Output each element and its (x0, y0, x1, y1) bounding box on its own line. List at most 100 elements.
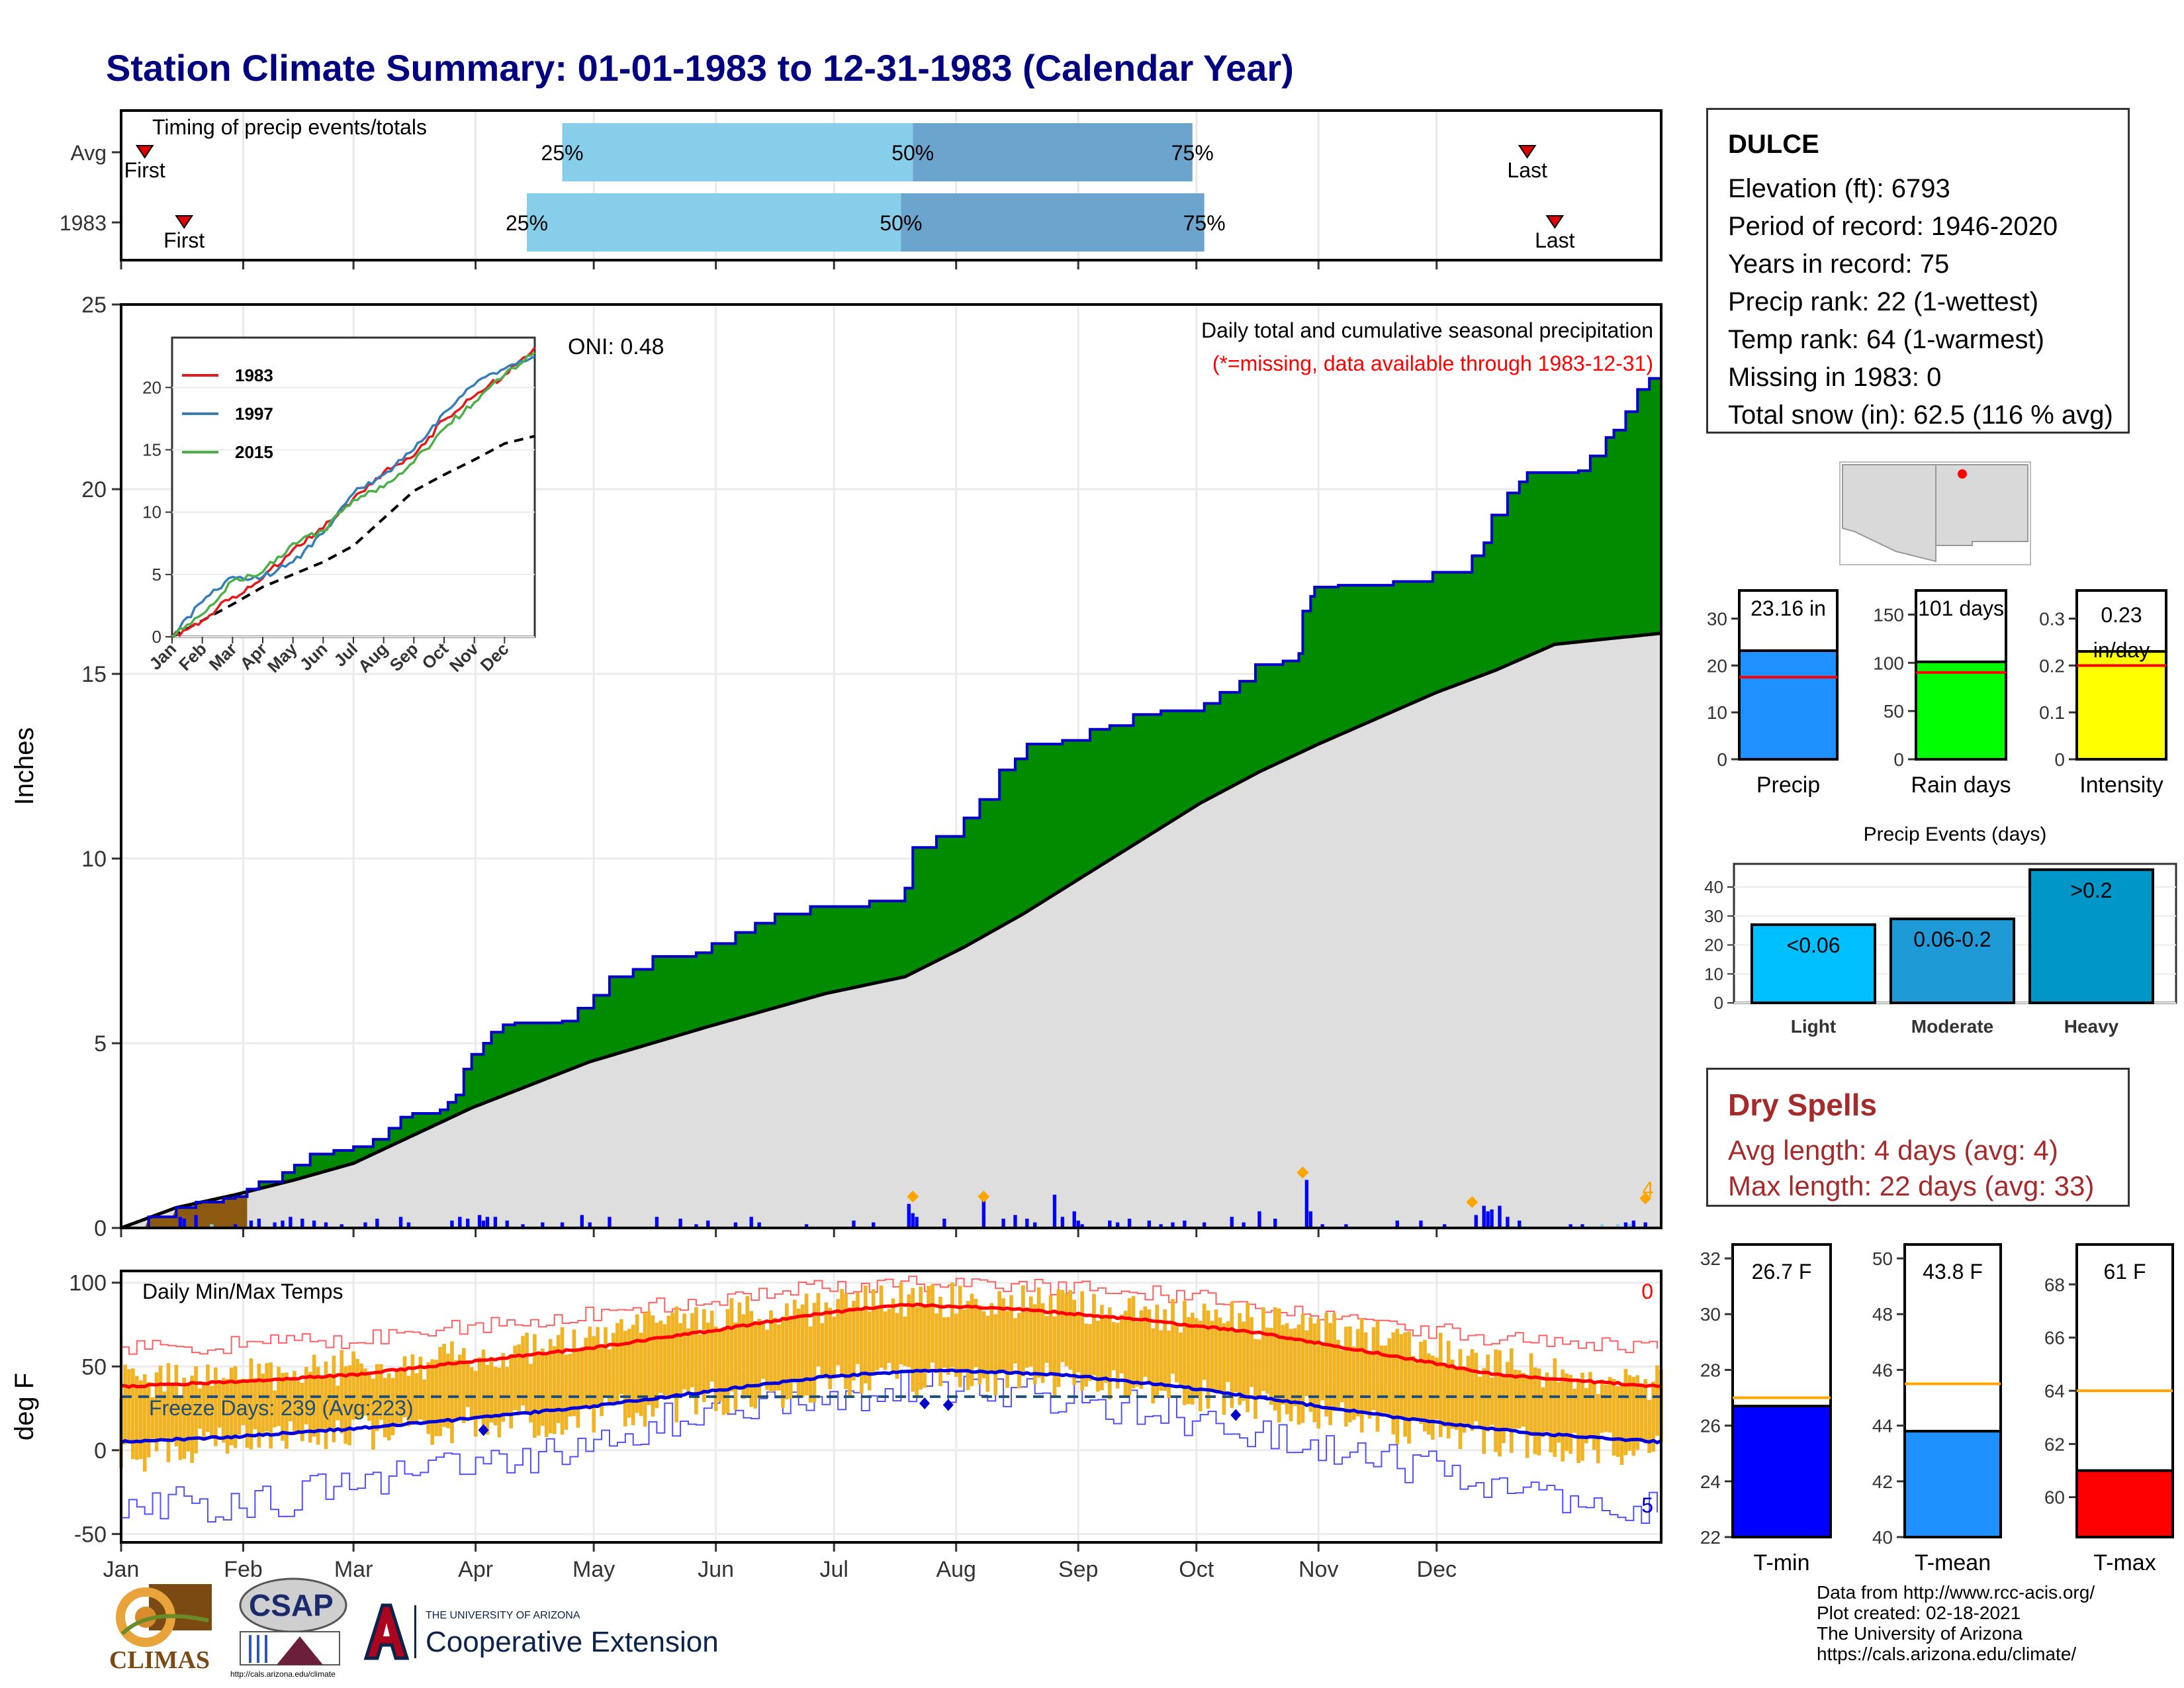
daily-temp-bar (1446, 1340, 1451, 1439)
daily-temp-bar (138, 1380, 143, 1460)
daily-temp-bar (1580, 1372, 1584, 1461)
daily-temp-bar (426, 1362, 431, 1434)
avg-precip-area (121, 633, 1661, 1228)
daily-temp-bar (1332, 1313, 1336, 1411)
daily-temp-bar (1328, 1323, 1332, 1425)
dry-spells-box: Dry Spells Avg length: 4 days (avg: 4) M… (1706, 1068, 2130, 1207)
daily-temp-bar (379, 1364, 383, 1420)
daily-temp-bar (473, 1370, 478, 1437)
daily-temp-bar (588, 1327, 592, 1407)
daily-temp-bar (1359, 1318, 1364, 1432)
daily-temp-bar (537, 1353, 541, 1436)
daily-temp-bar (158, 1365, 163, 1438)
daily-temp-bar (836, 1299, 840, 1366)
daily-temp-bar (206, 1364, 210, 1432)
daily-temp-bar (954, 1313, 958, 1377)
daily-temp-bar (950, 1282, 954, 1368)
daily-precip-bar (1320, 1224, 1324, 1228)
temp-summary-name: T-max (2093, 1550, 2156, 1575)
daily-temp-bar (978, 1305, 982, 1385)
daily-precip-bar (273, 1222, 277, 1228)
daily-temp-bar (899, 1282, 903, 1365)
precip-y-tick-label: 25 (81, 293, 107, 318)
daily-temp-bar (1080, 1291, 1084, 1391)
daily-temp-bar (1387, 1338, 1392, 1415)
daily-temp-bar (1351, 1346, 1356, 1420)
daily-precip-bar (706, 1220, 710, 1228)
daily-temp-bar (647, 1311, 651, 1405)
temp-summary-value-label: 26.7 F (1752, 1260, 1812, 1284)
temp-summary-value-label: 43.8 F (1923, 1260, 1983, 1284)
daily-temp-bar (418, 1356, 423, 1420)
daily-temp-bar (1549, 1380, 1553, 1453)
daily-temp-bar (1615, 1386, 1620, 1457)
daily-temp-bar (1293, 1328, 1297, 1407)
summary-y-tick-label: 0.1 (2039, 702, 2065, 723)
ua-logo-divider (414, 1605, 416, 1658)
daily-temp-bar (816, 1293, 821, 1367)
temps-x-tick-label: Mar (334, 1557, 373, 1582)
daily-temp-bar (741, 1314, 746, 1399)
daily-temp-bar (725, 1309, 730, 1414)
daily-temp-bar (844, 1293, 848, 1389)
daily-temp-bar (777, 1324, 781, 1391)
inset-legend-label: 1983 (235, 365, 273, 385)
record-max-line (121, 1276, 1659, 1355)
daily-precip-bar (1060, 1217, 1065, 1228)
daily-temp-bar (249, 1358, 253, 1450)
daily-temp-bar (596, 1327, 600, 1407)
timing-last-label: Last (1507, 158, 1547, 182)
daily-precip-bar (289, 1217, 293, 1228)
summary-y-tick-label: 0.3 (2039, 609, 2065, 630)
daily-temp-bar (1032, 1304, 1037, 1385)
events-category-label: Heavy (2064, 1016, 2119, 1037)
daily-precip-bar (1108, 1220, 1112, 1228)
daily-temp-bar (753, 1321, 757, 1409)
daily-temp-bar (1304, 1330, 1309, 1396)
daily-temp-bar (713, 1326, 718, 1411)
daily-temp-bar (600, 1344, 604, 1417)
station-elevation: Elevation (ft): 6793 (1728, 174, 1950, 203)
daily-temp-bar (915, 1307, 919, 1396)
daily-snow-bar (1627, 1224, 1632, 1228)
daily-temp-bar (414, 1373, 419, 1424)
temps-y-tick-label: 100 (69, 1271, 107, 1296)
heavy-event-marker (907, 1190, 919, 1203)
footer-university: The University of Arizona (1817, 1623, 2023, 1644)
daily-temp-bar (394, 1370, 399, 1427)
daily-precip-bar (1013, 1215, 1017, 1228)
daily-temp-bar (1572, 1389, 1576, 1433)
daily-temp-bar (1175, 1326, 1179, 1383)
daily-precip-bar (1395, 1220, 1399, 1228)
daily-temp-bar (237, 1380, 242, 1435)
daily-temp-bar (154, 1372, 159, 1452)
daily-temp-bar (1001, 1298, 1005, 1372)
events-y-tick-label: 40 (1704, 877, 1723, 897)
daily-temp-bar (454, 1360, 458, 1421)
summary-y-tick-label: 150 (1873, 604, 1904, 625)
avg-min-temp-line (120, 1368, 1662, 1445)
daily-temp-bar (643, 1312, 647, 1427)
precip-y-tick-label: 10 (81, 847, 107, 872)
daily-temp-bar (465, 1363, 470, 1407)
station-period: Period of record: 1946-2020 (1728, 212, 2058, 241)
daily-temp-bar (1557, 1382, 1561, 1443)
dry-spells-title: Dry Spells (1728, 1088, 1877, 1122)
inset-plot-frame (171, 336, 536, 638)
temps-x-tick-label: Sep (1058, 1557, 1099, 1582)
daily-temp-bar (1226, 1321, 1230, 1382)
daily-precip-bar (1443, 1224, 1447, 1228)
station-info-box: DULCE Elevation (ft): 6793 Period of rec… (1706, 108, 2130, 434)
daily-temp-bar (446, 1353, 450, 1429)
daily-temp-bar (371, 1378, 375, 1450)
daily-temp-bar (875, 1308, 880, 1370)
daily-temp-bar (1131, 1295, 1136, 1389)
daily-precip-bar (694, 1224, 698, 1228)
daily-temp-bar (1147, 1309, 1152, 1383)
daily-temp-bar (351, 1351, 355, 1420)
daily-temp-bar (820, 1323, 825, 1377)
daily-temp-bar (521, 1336, 525, 1406)
daily-temp-bar (615, 1323, 619, 1402)
daily-temp-bar (1214, 1309, 1218, 1391)
daily-temp-bar (1320, 1342, 1324, 1401)
